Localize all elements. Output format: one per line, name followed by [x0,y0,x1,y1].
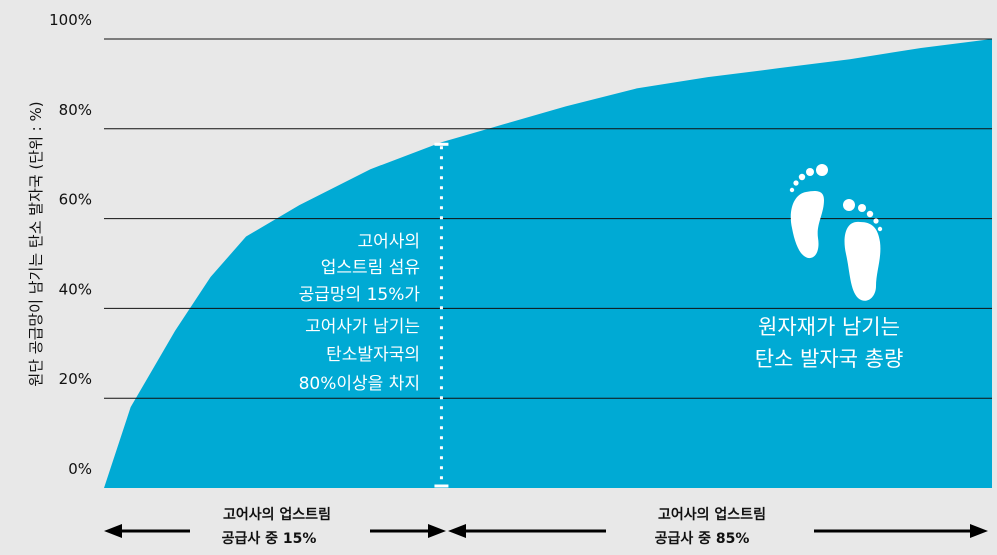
y-axis-label: 원단 공급망이 남기는 탄소 발자국 (단위 : %) [27,101,45,386]
y-tick-label: 100% [49,11,92,29]
y-tick-labels: 0% 20% 40% 60% 80% 100% [49,11,92,478]
gridlines [104,38,992,399]
y-tick-label: 20% [59,370,92,388]
left-annotation-line: 공급망의 15%가 [299,285,421,305]
right-annotation: 원자재가 남기는 탄소 발자국 총량 [755,315,904,371]
left-annotation-line: 업스트림 섬유 [321,258,420,278]
right-foot [843,199,883,301]
right-annotation-line: 탄소 발자국 총량 [755,347,904,371]
bottom-right-arrow [448,524,988,538]
left-annotation-line: 고어사가 남기는 [305,317,420,337]
left-annotation-line: 80%이상을 차지 [299,374,420,394]
bottom-left-arrow [104,524,446,538]
y-tick-label: 80% [59,101,92,119]
footprints-icon [789,164,883,301]
bottom-right-label-line: 공급사 중 85% [655,531,750,547]
bottom-left-label-line: 고어사의 업스트림 [223,506,331,523]
y-tick-label: 60% [59,191,92,209]
bottom-left-label-line: 공급사 중 15% [222,531,317,547]
y-tick-label: 0% [68,460,92,478]
left-annotation-line: 탄소발자국의 [326,345,420,365]
bottom-right-label-line: 고어사의 업스트림 [658,506,766,523]
left-annotation-line: 고어사의 [357,232,420,252]
y-tick-label: 40% [59,280,92,298]
left-annotation: 고어사의 업스트림 섬유 공급망의 15%가 고어사가 남기는 탄소발자국의 8… [299,232,421,394]
right-annotation-line: 원자재가 남기는 [758,315,900,339]
left-foot [789,164,828,259]
area-series [104,39,992,488]
